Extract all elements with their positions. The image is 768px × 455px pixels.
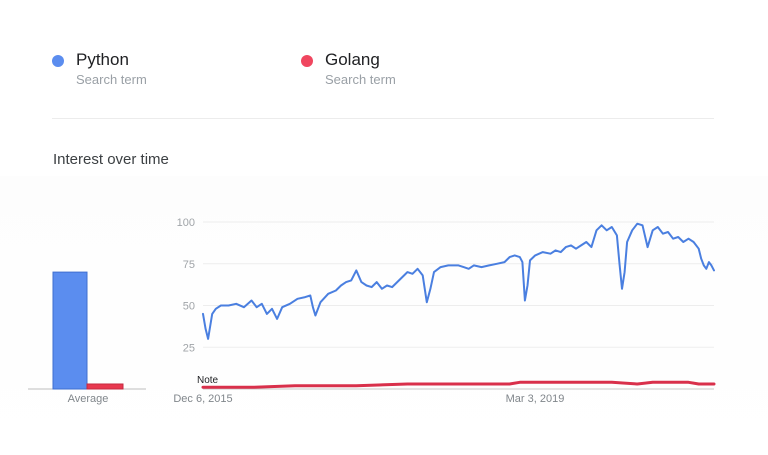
x-tick-label-0: Dec 6, 2015	[173, 393, 232, 405]
term-python-name: Python	[76, 50, 129, 69]
term-golang-subtitle: Search term	[325, 72, 396, 87]
term-python-subtitle: Search term	[76, 72, 147, 87]
python-color-dot	[52, 55, 64, 67]
y-tick-labels: 25 50 75 100	[177, 217, 195, 354]
y-tick-label-25: 25	[183, 342, 195, 354]
gridlines: Note	[197, 221, 714, 390]
term-golang-name: Golang	[325, 50, 380, 69]
section-title: Interest over time	[53, 151, 169, 168]
series-line-golang[interactable]	[201, 380, 716, 389]
series-line-python[interactable]	[202, 222, 715, 340]
line-series	[201, 222, 716, 389]
average-bar-golang[interactable]	[86, 383, 124, 390]
average-chart: Average	[28, 271, 146, 405]
x-tick-label-1: Mar 3, 2019	[506, 393, 565, 405]
golang-color-dot	[301, 55, 313, 67]
x-tick-labels: Dec 6, 2015 Mar 3, 2019	[173, 393, 564, 405]
average-category-label: Average	[68, 393, 109, 405]
header-divider	[52, 118, 714, 119]
note-label[interactable]: Note	[197, 375, 219, 386]
y-tick-label-50: 50	[183, 301, 195, 313]
y-tick-label-100: 100	[177, 217, 195, 229]
average-bar-python[interactable]	[52, 271, 88, 390]
y-tick-label-75: 75	[183, 259, 195, 271]
